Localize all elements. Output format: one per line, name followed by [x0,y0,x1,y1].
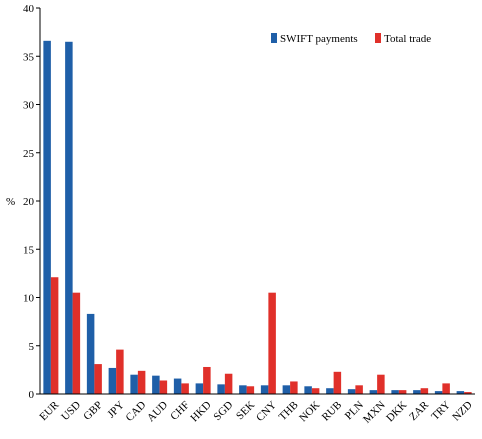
y-tick-label: 15 [23,244,35,256]
x-tick-label-mxn: MXN [361,399,388,426]
bar-swift-rub [326,388,334,394]
bar-trade-pln [355,385,363,394]
bar-swift-eur [43,40,51,395]
x-tick-label-thb: THB [277,399,301,423]
bar-swift-hkd [195,383,204,394]
bar-swift-gbp [86,313,95,394]
bar-trade-nok [311,388,320,394]
bar-swift-thb [282,385,291,394]
bar-trade-jpy [116,349,124,394]
bar-swift-aud [152,375,160,394]
bar-swift-cny [260,385,269,394]
legend-label-swift: SWIFT payments [280,33,358,45]
x-tick-label-dkk: DKK [384,399,409,424]
x-tick-label-jpy: JPY [105,399,126,420]
x-tick-label-cny: CNY [254,399,279,424]
bar-swift-jpy [108,367,117,394]
y-tick-label: 40 [23,3,35,15]
bar-trade-dkk [398,390,407,394]
bars [43,40,472,395]
bar-trade-zar [420,388,429,394]
x-tick-label-gbp: GBP [81,399,105,423]
bar-trade-rub [333,371,342,394]
bar-trade-chf [181,383,189,394]
x-tick-label-rub: RUB [320,399,344,423]
bar-swift-nzd [456,391,465,394]
y-tick-label: 20 [23,196,35,208]
bar-swift-dkk [391,390,399,394]
bar-swift-cad [130,374,138,394]
y-tick-label: 35 [23,51,35,63]
bar-trade-usd [72,292,81,394]
x-tick-label-zar: ZAR [407,399,432,424]
x-tick-label-hkd: HKD [188,399,213,424]
bar-swift-sgd [217,384,225,394]
y-axis: 0 5 10 15 20 25 30 35 40 [23,3,41,401]
legend-swatch-trade [375,33,381,43]
legend-label-trade: Total trade [384,33,431,45]
y-tick-label: 25 [23,148,35,160]
bar-trade-thb [290,381,298,394]
bar-trade-eur [50,277,59,394]
y-tick-label: 5 [29,341,35,353]
bar-trade-try [442,383,450,394]
bar-trade-cny [268,292,276,394]
bar-swift-nok [304,386,312,394]
x-tick-label-aud: AUD [145,399,170,424]
legend-swatch-swift [271,33,277,43]
bar-swift-pln [347,389,356,394]
x-tick-label-cad: CAD [124,399,149,424]
bar-trade-aud [159,380,168,394]
bar-trade-hkd [203,366,211,394]
bar-trade-gbp [94,364,102,394]
bar-trade-sgd [224,373,233,394]
bar-trade-nzd [464,392,472,394]
legend: SWIFT payments Total trade [271,33,431,45]
x-tick-label-sgd: SGD [211,399,235,423]
bar-swift-mxn [369,390,378,394]
bar-swift-try [434,391,443,394]
y-tick-label: 10 [23,293,35,305]
x-tick-label-chf: CHF [168,399,192,423]
y-axis-label: % [6,196,15,208]
x-tick-label-nok: NOK [297,399,322,424]
bar-trade-mxn [377,374,385,394]
bar-swift-zar [413,390,421,394]
bar-swift-chf [173,378,182,394]
bar-trade-cad [137,370,146,394]
x-tick-label-try: TRY [429,399,453,423]
bar-swift-sek [239,385,247,394]
bar-swift-usd [65,41,73,395]
y-tick-label: 30 [23,100,35,112]
bar-trade-sek [246,386,255,394]
x-tick-label-sek: SEK [234,399,257,422]
x-tick-label-nzd: NZD [450,399,475,424]
y-tick-label: 0 [29,389,35,401]
x-tick-label-eur: EUR [37,399,62,424]
x-tick-label-usd: USD [59,399,83,423]
